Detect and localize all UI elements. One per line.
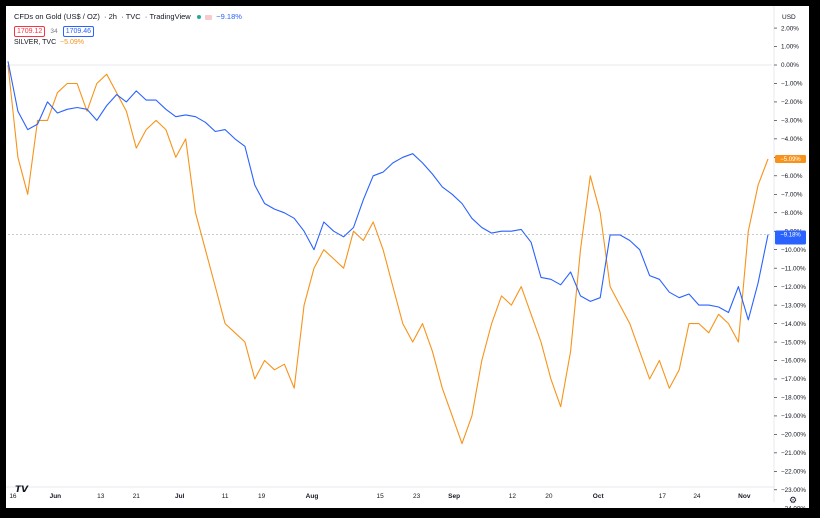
y-tick-label: −14.00% — [781, 321, 806, 328]
y-tick-label: 0.00% — [781, 62, 799, 69]
price-chart[interactable]: 2.00% 1.00% 0.00% −1.00% −2.00% −3.00% −4.00% −… — [6, 6, 809, 508]
y-tick-label: −4.00% — [781, 136, 803, 143]
currency-label[interactable]: USD — [782, 14, 796, 21]
x-tick-label: Jul — [175, 493, 185, 500]
y-tick-label: 1.00% — [781, 44, 799, 51]
provider-label: TradingView — [149, 12, 191, 21]
settings-gear-icon[interactable]: ⚙ — [789, 495, 798, 505]
compare-legend[interactable]: SILVER, TVC −5.09% — [14, 39, 84, 46]
quote-row: 1709.12 34 1709.46 — [14, 26, 95, 37]
gold-series-line[interactable] — [7, 61, 769, 321]
y-tick-label: −12.00% — [781, 284, 806, 291]
x-tick-label: 24 — [693, 493, 701, 500]
y-tick-label: 2.00% — [781, 25, 799, 32]
y-tick-label: −11.00% — [781, 265, 806, 272]
x-tick-label: 13 — [97, 493, 105, 500]
y-tick-label: −20.00% — [781, 432, 806, 439]
y-tick-label: −18.00% — [781, 395, 806, 402]
x-tick-label: Nov — [738, 493, 751, 500]
interval-label[interactable]: 2h — [108, 12, 117, 21]
flag-icon[interactable] — [205, 14, 213, 20]
x-tick-label: 21 — [133, 493, 141, 500]
gold-last-value-tag — [775, 230, 806, 245]
y-tick-label: −10.00% — [781, 247, 806, 254]
y-tick-label: −17.00% — [781, 376, 806, 383]
silver-series-line[interactable] — [7, 64, 769, 445]
change-label: −9.18% — [216, 12, 242, 21]
source-label: TVC — [125, 12, 141, 21]
y-tick-label: −24.00% — [781, 505, 806, 508]
x-tick-label: 23 — [413, 493, 421, 500]
y-tick-label: −19.00% — [781, 413, 806, 420]
x-tick-label: Jun — [50, 493, 62, 500]
x-tick-label: Sep — [448, 493, 460, 500]
y-tick-label: −1.00% — [781, 81, 803, 88]
last-value-label: −9.18% — [780, 233, 801, 239]
x-tick-label: Aug — [306, 493, 319, 500]
y-tick-label: −16.00% — [781, 358, 806, 365]
x-tick-label: 11 — [222, 493, 229, 500]
chart-window: 2.00% 1.00% 0.00% −1.00% −2.00% −3.00% −4.00% −… — [6, 6, 809, 508]
compare-symbol: SILVER, TVC — [14, 39, 57, 46]
y-tick-label: −21.00% — [781, 450, 806, 457]
compare-change: −5.09% — [60, 39, 84, 46]
x-tick-label: 16 — [9, 493, 17, 500]
x-tick-label: 19 — [258, 493, 266, 500]
y-tick-label: −13.00% — [781, 302, 806, 309]
market-status-icon — [197, 15, 201, 20]
ask-button[interactable]: 1709.46 — [62, 26, 95, 37]
x-tick-label: 15 — [376, 493, 384, 500]
y-tick-label: −2.00% — [781, 99, 803, 106]
y-tick-label: −7.00% — [781, 191, 803, 198]
y-tick-label: −8.00% — [781, 210, 803, 217]
tradingview-logo: 𝙏𝙑 — [15, 484, 29, 494]
y-tick-label: −6.00% — [781, 173, 803, 180]
x-tick-label: Oct — [593, 493, 605, 500]
y-tick-label: −22.00% — [781, 469, 806, 476]
y-tick-label: −3.00% — [781, 118, 803, 125]
y-tick-label: −23.00% — [781, 487, 806, 494]
x-tick-label: 12 — [509, 493, 517, 500]
x-tick-label: 17 — [659, 493, 667, 500]
x-tick-label: 20 — [545, 493, 553, 500]
chart-header: CFDs on Gold (US$ / OZ) · 2h · TVC · Tra… — [14, 12, 242, 21]
symbol-name[interactable]: CFDs on Gold (US$ / OZ) — [14, 12, 100, 21]
bid-button[interactable]: 1709.12 — [14, 26, 46, 37]
y-tick-label: −15.00% — [781, 339, 806, 346]
last-value-label: −5.09% — [780, 157, 801, 163]
silver-last-value-tag — [775, 155, 806, 164]
spread-value: 34 — [50, 28, 58, 35]
